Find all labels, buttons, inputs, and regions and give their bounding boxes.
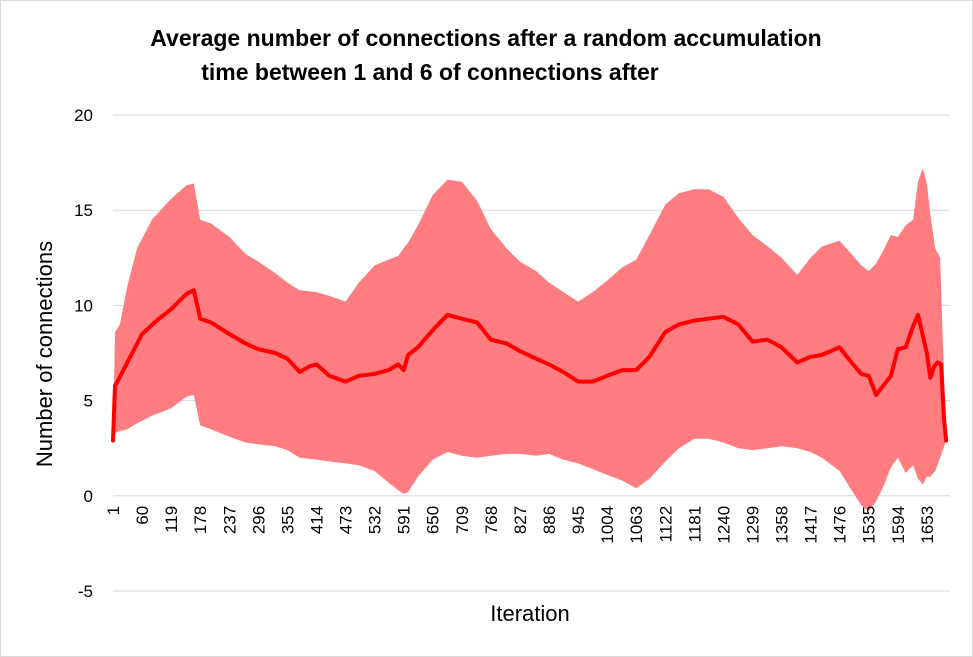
x-tick-label: 1122 bbox=[656, 506, 675, 543]
x-tick-label: 945 bbox=[569, 506, 588, 534]
series-line bbox=[111, 288, 949, 443]
y-tick-label: 5 bbox=[84, 392, 93, 411]
x-tick-label: 1535 bbox=[860, 506, 879, 544]
x-tick-label: 709 bbox=[453, 506, 472, 534]
x-tick-label: 1476 bbox=[831, 506, 850, 544]
x-tick-label: 60 bbox=[133, 506, 152, 525]
error-band-area bbox=[113, 168, 947, 512]
y-axis-ticks: -5 0 5 10 15 20 bbox=[74, 106, 93, 601]
x-tick-label: 1063 bbox=[627, 506, 646, 544]
x-tick-label: 355 bbox=[278, 506, 297, 534]
x-tick-label: 119 bbox=[162, 506, 181, 533]
x-tick-label: 532 bbox=[366, 506, 385, 534]
y-tick-label: 15 bbox=[74, 201, 93, 220]
x-tick-label: 414 bbox=[307, 506, 326, 534]
x-tick-label: 650 bbox=[424, 506, 443, 534]
x-tick-label: 1181 bbox=[685, 506, 704, 543]
x-tick-label: 886 bbox=[540, 506, 559, 534]
x-tick-label: 768 bbox=[482, 506, 501, 534]
x-tick-label: 591 bbox=[395, 506, 414, 534]
y-tick-label: 10 bbox=[74, 296, 93, 315]
x-tick-label: 1417 bbox=[802, 506, 821, 544]
x-tick-label: 1299 bbox=[743, 506, 762, 544]
x-tick-label: 237 bbox=[220, 506, 239, 534]
average-connections-line bbox=[111, 288, 949, 443]
x-axis-ticks: 1 60 119 178 237 296 355 414 473 532 591 650 709 768 8… bbox=[104, 506, 937, 544]
error-band bbox=[113, 168, 947, 512]
x-tick-label: 1653 bbox=[918, 506, 937, 544]
y-axis-title: Number of connections bbox=[32, 241, 57, 467]
x-tick-label: 473 bbox=[337, 506, 356, 534]
y-tick-label: 20 bbox=[74, 106, 93, 125]
x-tick-label: 178 bbox=[191, 506, 210, 534]
x-axis-title: Iteration bbox=[490, 601, 570, 626]
x-tick-label: 296 bbox=[249, 506, 268, 534]
x-tick-label: 1358 bbox=[773, 506, 792, 544]
x-tick-label: 1 bbox=[104, 506, 123, 515]
y-tick-label: 0 bbox=[84, 487, 93, 506]
x-tick-label: 1594 bbox=[889, 506, 908, 544]
x-tick-label: 827 bbox=[511, 506, 530, 534]
x-tick-label: 1004 bbox=[598, 506, 617, 544]
chart-title-line-2: time between 1 and 6 of connections afte… bbox=[201, 59, 659, 85]
chart-title: Average number of connections after a ra… bbox=[150, 25, 821, 85]
chart-title-line-1: Average number of connections after a ra… bbox=[150, 25, 821, 51]
x-tick-label: 1240 bbox=[714, 506, 733, 544]
y-tick-label: -5 bbox=[78, 582, 93, 601]
